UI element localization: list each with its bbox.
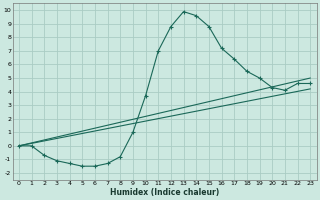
X-axis label: Humidex (Indice chaleur): Humidex (Indice chaleur): [110, 188, 219, 197]
